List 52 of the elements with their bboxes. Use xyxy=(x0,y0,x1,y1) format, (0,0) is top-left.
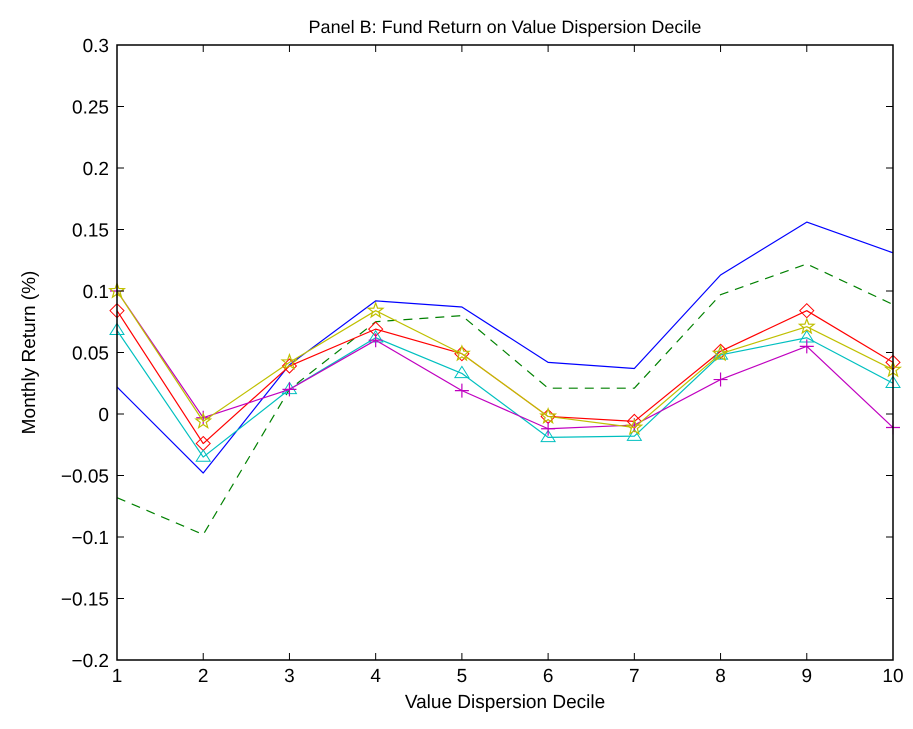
point xyxy=(368,332,384,348)
y-tick-label: 0.2 xyxy=(82,159,109,180)
point xyxy=(196,450,211,462)
point xyxy=(196,410,211,426)
point xyxy=(368,330,384,342)
point xyxy=(110,322,124,336)
y-tick-label: 0.1 xyxy=(82,282,109,303)
line-series xyxy=(116,263,894,536)
point xyxy=(626,414,642,429)
point xyxy=(282,354,298,370)
y-tick-label: 0.15 xyxy=(72,220,109,242)
y-tick-label: −0.05 xyxy=(60,466,109,488)
y-axis-title: Monthly Return (%) xyxy=(19,270,40,434)
point xyxy=(454,383,470,398)
point xyxy=(886,354,900,370)
point xyxy=(885,361,901,377)
point xyxy=(282,358,297,374)
y-tick-label: −0.1 xyxy=(71,528,109,549)
x-tick-label: 1 xyxy=(112,666,122,687)
x-axis-title: Value Dispersion Decile xyxy=(404,692,606,713)
point xyxy=(195,413,212,428)
point xyxy=(712,372,728,388)
y-tick-label: 0.25 xyxy=(72,98,109,118)
point xyxy=(626,428,642,441)
point xyxy=(799,303,814,318)
point xyxy=(540,430,556,442)
x-tick-label: 2 xyxy=(198,666,209,687)
point xyxy=(799,338,814,354)
x-tick-label: 3 xyxy=(284,666,295,687)
point xyxy=(454,366,470,378)
x-tick-label: 4 xyxy=(370,666,382,687)
y-tick-label: 0.05 xyxy=(72,344,109,364)
x-tick-label: 9 xyxy=(801,666,812,687)
x-tick-label: 7 xyxy=(629,666,640,687)
x-tick-label: 6 xyxy=(542,666,554,687)
y-tick-label: 0.3 xyxy=(82,36,109,57)
point xyxy=(368,322,384,337)
point xyxy=(799,330,814,342)
point xyxy=(540,421,556,436)
y-tick-label: −0.15 xyxy=(60,590,109,610)
point xyxy=(368,302,384,318)
x-tick-label: 8 xyxy=(715,666,726,687)
point xyxy=(886,376,900,388)
x-tick-label: 10 xyxy=(882,666,904,687)
y-tick-label: −0.2 xyxy=(71,651,109,672)
chart-title: Panel B: Fund Return on Value Dispersion Decile xyxy=(308,17,702,37)
x-tick-label: 5 xyxy=(456,666,468,687)
y-tick-label: 0 xyxy=(98,405,109,426)
point xyxy=(196,436,211,452)
point xyxy=(798,318,815,334)
line-series xyxy=(116,222,894,474)
point xyxy=(110,303,124,318)
